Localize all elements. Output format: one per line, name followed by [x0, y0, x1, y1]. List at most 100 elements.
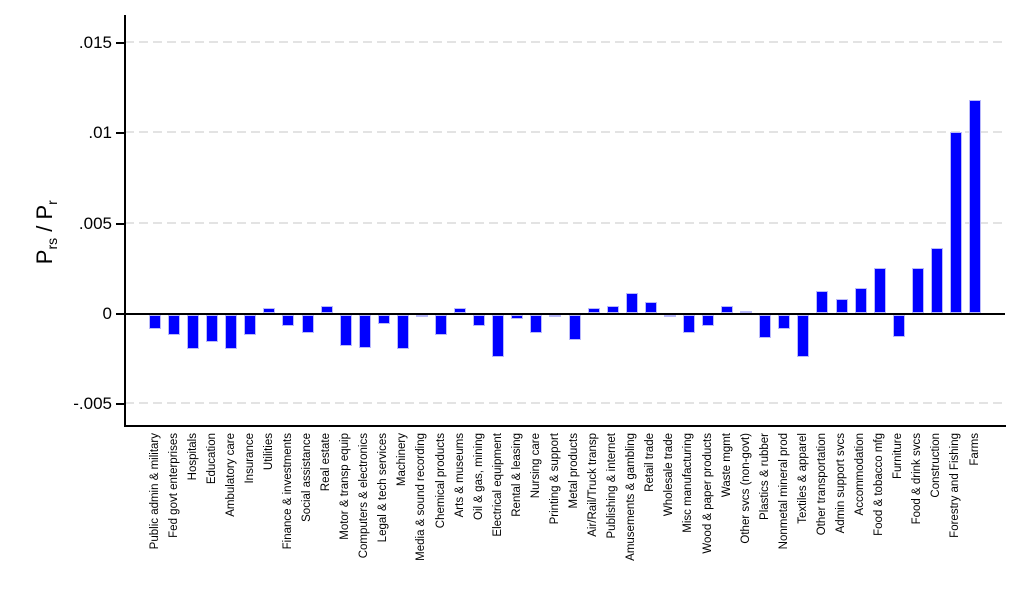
y-tick-label: 0 — [102, 304, 112, 323]
x-category-label: Wholesale trade — [663, 433, 676, 517]
y-tick-mark — [116, 42, 124, 45]
bar — [511, 315, 524, 319]
x-category-label: Utilities — [262, 433, 275, 471]
x-category-label: Construction — [930, 433, 943, 498]
x-category-label: Retail trade — [644, 433, 657, 492]
bar — [873, 267, 886, 313]
bar — [206, 315, 219, 343]
bar — [454, 307, 467, 313]
bar — [702, 315, 715, 326]
bar — [435, 315, 448, 335]
x-category-label: Waste mgmt — [720, 433, 733, 498]
x-category-label: Rental & leasing — [510, 433, 523, 517]
bar — [778, 315, 791, 330]
x-category-label: Metal products — [568, 433, 581, 509]
bar — [797, 315, 810, 357]
x-category-label: Public admin & military — [148, 433, 161, 550]
bar — [473, 315, 486, 326]
bar — [492, 315, 505, 357]
x-category-label: Furniture — [892, 433, 905, 480]
bar — [263, 307, 276, 313]
bar — [759, 315, 772, 339]
bar — [949, 132, 962, 313]
bar — [721, 305, 734, 313]
x-category-label: Forestry and Fishing — [949, 433, 962, 538]
x-category-label: Textiles & apparel — [796, 433, 809, 524]
x-category-label: Nonmetal mineral prod — [777, 433, 790, 550]
y-title-sub-rs: rs — [44, 237, 61, 250]
x-category-label: Machinery — [396, 433, 409, 487]
bar — [606, 305, 619, 313]
zero-line — [125, 313, 1005, 315]
gridline — [125, 402, 1005, 405]
y-tick-label: -.005 — [73, 394, 112, 414]
x-category-label: Plastics & rubber — [758, 433, 771, 520]
x-category-label: Publishing & internet — [606, 433, 619, 539]
x-category-label: Misc manufacturing — [682, 433, 695, 533]
y-tick-mark — [116, 132, 124, 135]
gridline — [125, 131, 1005, 134]
y-tick-mark — [116, 403, 124, 406]
x-category-label: Social assistance — [301, 433, 314, 522]
x-category-label: Electrical equipment — [491, 433, 504, 537]
x-category-label: Amusements & gambling — [625, 433, 638, 561]
x-category-label: Finance & investments — [281, 433, 294, 550]
bar — [187, 315, 200, 350]
bar — [892, 315, 905, 337]
gridline — [125, 41, 1005, 44]
bar — [835, 298, 848, 313]
bar — [396, 315, 409, 350]
x-category-label: Hospitals — [186, 433, 199, 481]
bar — [911, 267, 924, 313]
bar — [168, 315, 181, 335]
x-category-label: Farms — [968, 433, 981, 466]
y-tick-mark — [116, 313, 124, 315]
bar — [930, 247, 943, 313]
x-category-label: Admin support svcs — [835, 433, 847, 534]
plot-area — [125, 18, 1005, 425]
x-axis-line — [124, 425, 1006, 427]
x-category-label: Insurance — [243, 433, 256, 484]
bar — [301, 315, 314, 334]
y-title-slash-p: / P — [31, 204, 57, 238]
x-category-label: Other svcs (non-govt) — [739, 433, 752, 544]
bar — [740, 311, 753, 313]
bar — [587, 307, 600, 313]
bar — [149, 315, 161, 330]
x-category-label: Education — [205, 433, 218, 485]
x-category-label: Food & drink svcs — [911, 433, 924, 525]
y-tick-label: .015 — [78, 33, 112, 53]
bar — [568, 315, 581, 341]
bar — [415, 315, 428, 317]
x-category-label: Air/Rail/Truck transp — [587, 433, 600, 537]
x-category-label: Real estate — [320, 433, 333, 492]
bar — [282, 315, 295, 326]
y-tick-label: .01 — [88, 123, 112, 143]
x-category-label: Printing & support — [548, 433, 561, 525]
x-category-label: Nursing care — [529, 433, 542, 499]
x-category-label: Accommodation — [854, 433, 867, 516]
y-axis-line — [124, 15, 126, 427]
x-category-label: Motor & transp equip — [339, 433, 352, 540]
x-category-label: Ambulatory care — [224, 433, 237, 517]
bar — [530, 315, 543, 334]
bar — [969, 99, 981, 313]
bar — [644, 302, 657, 313]
y-tick-mark — [116, 222, 124, 225]
bar — [663, 315, 676, 317]
x-category-label: Chemical products — [434, 433, 447, 529]
x-category-label: Media & sound recording — [415, 433, 428, 561]
bar — [225, 315, 238, 350]
x-category-label: Computers & electronics — [358, 433, 371, 559]
x-category-label: Food & tobacco mfg — [873, 433, 886, 536]
bar — [854, 287, 867, 313]
y-axis-title: Prs / Pr — [32, 200, 60, 264]
x-category-label: Other transportation — [815, 433, 828, 536]
bar — [244, 315, 257, 335]
x-category-label: Wood & paper products — [701, 433, 714, 554]
y-tick-label: .005 — [78, 213, 112, 233]
bar — [377, 315, 390, 325]
y-title-p: P — [31, 249, 57, 265]
y-title-sub-r: r — [44, 200, 61, 205]
